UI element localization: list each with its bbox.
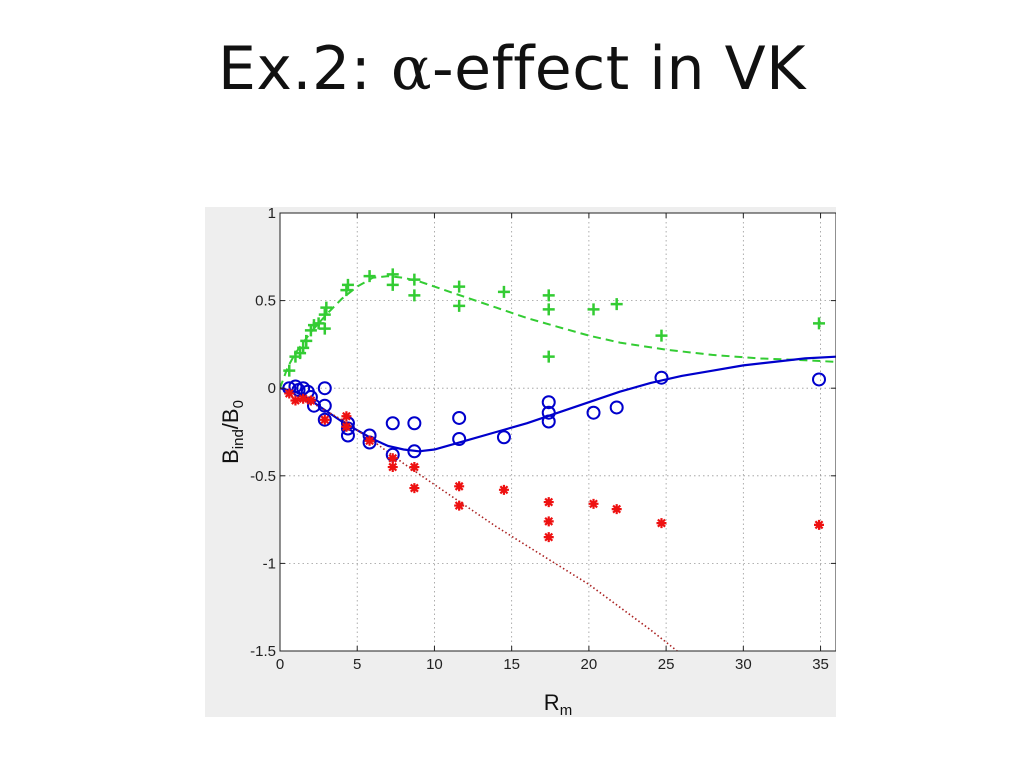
axis-ticks: 0 5 10 15 20 25 30 35 1 0.5 0 -0.5 -1 -1.5 [250,207,836,673]
plus-marker [297,341,310,354]
slide-title: Ex.2: α-effect in VK [0,34,1024,104]
plus-marker [318,322,331,335]
circle-marker [812,372,827,387]
circle-marker [317,398,332,413]
circle-marker [654,370,669,385]
plus-marker [453,280,466,293]
x-tick-label: 0 [276,656,284,673]
y-tick-label: -0.5 [250,468,276,485]
plus-marker [318,308,331,321]
asterisk-marker [298,393,309,404]
plus-marker [300,334,313,347]
asterisk-marker [409,462,420,473]
x-tick-label: 10 [426,656,443,673]
title-suffix: -effect in VK [432,34,806,104]
asterisk-marker [588,498,599,509]
asterisk-marker [341,411,352,422]
plus-marker [408,273,421,286]
plus-marker [386,268,399,281]
plus-marker [813,317,826,330]
plus-marker [542,303,555,316]
title-prefix: Ex.2: [218,34,391,104]
plus-marker [283,364,296,377]
plot-frame [279,212,836,652]
circle-marker [496,430,511,445]
circle-marker [541,395,556,410]
asterisk-marker [656,518,667,529]
y-tick-label: -1 [263,555,276,572]
asterisk-marker [319,414,330,425]
y-tick-label: 0 [268,380,276,397]
plus-marker [341,278,354,291]
data-markers [282,268,827,543]
circle-marker [452,432,467,447]
figure-panel: 0 5 10 15 20 25 30 35 1 0.5 0 -0.5 -1 -1.5 Rm Bind/B0 [205,207,836,717]
plus-marker [655,329,668,342]
circle-marker [407,444,422,459]
plus-marker [610,298,623,311]
alpha-effect-chart: 0 5 10 15 20 25 30 35 1 0.5 0 -0.5 -1 -1.5 Rm Bind/B0 [218,207,836,717]
circle-marker [340,421,355,436]
circle-marker [541,405,556,420]
circle-marker [385,416,400,431]
circle-marker [407,416,422,431]
asterisk-marker [284,388,295,399]
x-tick-label: 5 [353,656,361,673]
plus-marker [497,285,510,298]
asterisk-marker [305,395,316,406]
asterisk-marker [543,516,554,527]
asterisk-marker [364,435,375,446]
asterisk-marker [387,462,398,473]
asterisk-marker [409,483,420,494]
circle-marker [609,400,624,415]
model-curves [280,275,836,651]
x-tick-label: 30 [735,656,752,673]
curve-solid [280,355,836,453]
title-alpha-symbol: α [390,34,432,104]
plus-marker [363,270,376,283]
asterisk-marker [543,532,554,543]
x-tick-label: 35 [812,656,829,673]
y-tick-label: 1 [268,207,276,222]
x-tick-label: 15 [503,656,520,673]
plot-area [280,213,836,651]
y-tick-label: -1.5 [250,643,276,660]
asterisk-marker [454,500,465,511]
x-tick-label: 20 [581,656,598,673]
circle-marker [317,412,332,427]
asterisk-marker [611,504,622,515]
curve-dashed [280,275,836,389]
plus-marker [587,303,600,316]
asterisk-marker [387,453,398,464]
asterisk-marker [454,481,465,492]
plus-marker [340,284,353,297]
asterisk-marker [290,395,301,406]
x-axis-title: Rm [544,690,572,717]
asterisk-marker [341,421,352,432]
plus-marker [542,350,555,363]
asterisk-marker [814,519,825,530]
plus-marker [320,301,333,314]
asterisk-marker [498,484,509,495]
y-axis-title: Bind/B0 [218,400,247,464]
circle-marker [317,381,332,396]
y-tick-label: 0.5 [255,293,276,310]
plus-marker [542,289,555,302]
circle-marker [288,379,303,394]
plus-marker [312,317,325,330]
circle-marker [452,410,467,425]
circle-marker [541,414,556,429]
plus-marker [386,278,399,291]
plus-marker [453,299,466,312]
circle-marker [586,405,601,420]
asterisk-marker [543,497,554,508]
x-tick-label: 25 [658,656,675,673]
plus-marker [408,289,421,302]
